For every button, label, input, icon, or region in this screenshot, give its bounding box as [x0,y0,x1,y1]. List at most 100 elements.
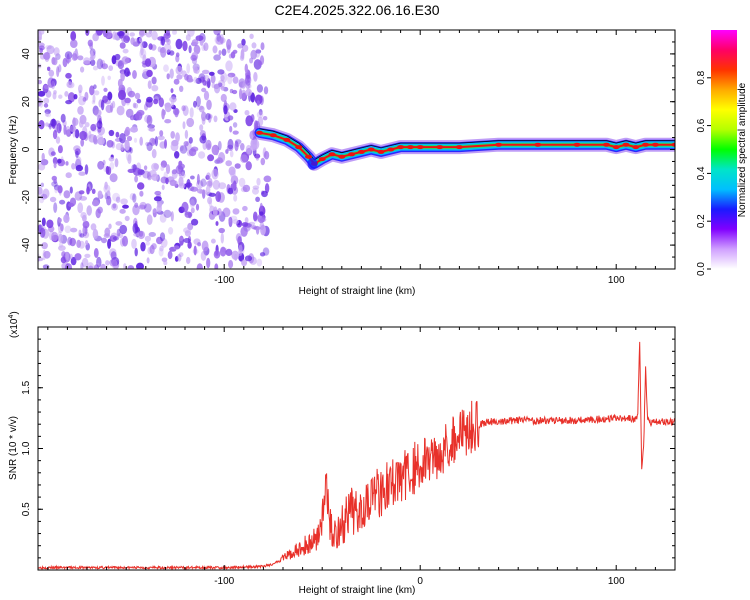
noise-speckle [234,140,239,152]
colorbar-tick-label: 0.0 [696,262,707,276]
noise-speckle [175,132,180,143]
noise-speckle [134,92,141,100]
noise-speckle [228,166,236,176]
noise-speckle [255,49,262,54]
noise-speckle [96,58,104,70]
noise-speckle [163,43,172,53]
noise-speckle [43,250,51,259]
noise-speckle [163,64,169,72]
noise-speckle [82,225,88,237]
noise-speckle [249,57,254,64]
noise-speckle [38,30,42,42]
noise-speckle [220,34,224,45]
snr-axes: -100 0 100 0.5 1.0 1.5 [21,327,676,587]
noise-speckle [79,233,85,238]
ridge-point [295,145,303,150]
noise-speckle [104,192,108,200]
noise-speckle [158,247,164,257]
noise-speckle [78,84,83,94]
noise-speckle [77,106,84,115]
noise-speckle [227,72,236,78]
noise-speckle [117,78,123,88]
noise-speckle [119,224,128,235]
noise-speckle [142,170,150,179]
noise-speckle [67,92,76,103]
noise-speckle [53,202,58,214]
noise-speckle [220,232,224,244]
noise-speckle [122,235,128,247]
y-tick-label: 40 [21,48,32,60]
noise-speckle [144,235,151,242]
noise-speckle [45,45,52,50]
spectrogram-x-label: Height of straight line (km) [299,286,416,297]
noise-speckle [44,111,50,117]
noise-speckle [212,206,218,217]
ridge-point [534,142,542,147]
noise-speckle [256,258,263,267]
noise-speckle [151,30,158,41]
noise-speckle [198,151,206,159]
noise-speckle [241,222,249,227]
noise-speckle [201,240,209,252]
noise-speckle [232,76,239,84]
noise-speckle [105,260,110,266]
noise-speckle [50,151,56,156]
noise-speckle [189,199,195,209]
noise-speckle [132,223,139,234]
ridge-point [651,142,659,147]
noise-speckle [178,160,183,167]
noise-speckle [72,117,79,126]
noise-speckle [151,76,157,85]
noise-speckle [84,91,89,101]
noise-speckle [257,213,266,224]
noise-speckle [149,137,156,146]
noise-speckle [199,130,206,138]
noise-speckle [206,172,211,180]
noise-speckle [64,225,72,234]
noise-speckle [145,32,152,38]
noise-speckle [64,51,73,60]
noise-speckle [58,233,64,243]
noise-speckle [232,208,240,215]
noise-speckle [161,108,165,120]
noise-speckle [223,105,228,115]
noise-speckle [115,131,120,138]
noise-speckle [232,219,240,225]
noise-speckle [193,44,201,55]
noise-speckle [255,196,260,202]
noise-speckle [124,126,131,136]
colorbar-tick-label: 0.4 [696,166,707,180]
noise-speckle [152,208,156,213]
noise-speckle [187,241,192,249]
y-tick-label: 1.0 [21,441,32,455]
noise-speckle [53,162,57,169]
noise-speckle [244,63,248,74]
noise-speckle [227,187,234,195]
noise-speckle [207,196,213,205]
noise-speckle [139,40,144,48]
noise-speckle [92,33,99,42]
noise-speckle [187,185,195,191]
spectrogram-axes: -100 100 -40 -20 0 20 40 [21,29,676,286]
noise-speckle [250,138,258,150]
noise-speckle [210,74,216,84]
noise-speckle [84,122,90,128]
noise-speckle [170,211,174,222]
noise-speckle [58,94,63,99]
noise-speckle [169,179,177,186]
noise-speckle [232,122,238,128]
ridge-point [269,133,277,138]
noise-speckle [227,138,234,150]
noise-speckle [164,119,172,124]
noise-speckle [80,66,85,73]
ridge-point [612,145,620,150]
noise-speckle [159,213,167,223]
noise-speckle [97,134,103,140]
noise-speckle [122,48,129,54]
noise-speckle [160,176,168,184]
noise-speckle [134,247,138,257]
noise-speckle [40,182,44,188]
noise-speckle [164,102,171,108]
noise-speckle [219,246,227,257]
noise-speckle [220,75,225,81]
